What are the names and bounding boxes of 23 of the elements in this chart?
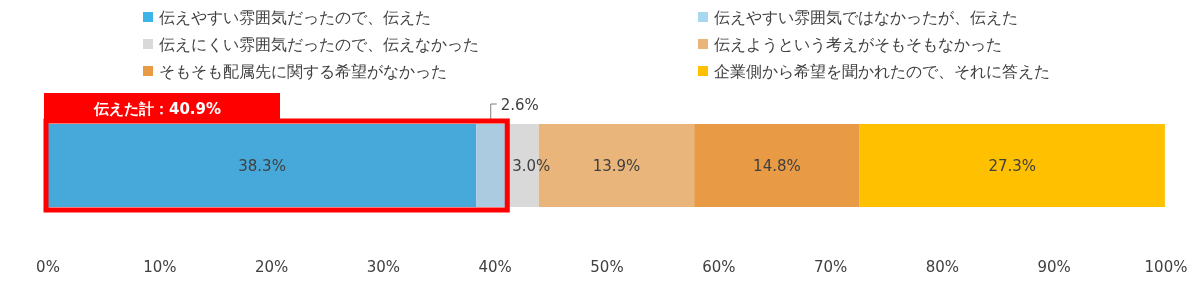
- x-tick-label: 30%: [366, 258, 401, 276]
- data-label: 27.3%: [988, 156, 1037, 175]
- x-tick-label: 80%: [925, 258, 960, 276]
- legend-label: 伝えやすい雰囲気ではなかったが、伝えた: [714, 8, 1018, 27]
- x-tick-label: 0%: [36, 258, 60, 276]
- x-tick-label: 70%: [813, 258, 848, 276]
- x-tick-label: 60%: [702, 258, 736, 276]
- legend-label: そもそも配属先に関する希望がなかった: [159, 62, 447, 81]
- band-label: 伝えた計：40.9%: [93, 100, 222, 118]
- x-tick-label: 50%: [590, 258, 624, 276]
- legend-label: 伝えにくい雰囲気だったので、伝えなかった: [159, 35, 479, 54]
- x-tick-label: 100%: [1144, 258, 1188, 276]
- x-tick-label: 10%: [143, 258, 177, 276]
- data-label: 2.6%: [500, 96, 539, 114]
- legend-label: 企業側から希望を聞かれたので、それに答えた: [714, 62, 1050, 81]
- x-tick-label: 90%: [1037, 258, 1071, 276]
- x-tick-label: 40%: [478, 258, 512, 276]
- legend-label: 伝えようという考えがそもそもなかった: [714, 35, 1002, 54]
- data-label: 14.8%: [753, 156, 801, 175]
- legend-label: 伝えやすい雰囲気だったので、伝えた: [159, 8, 431, 27]
- x-tick-label: 20%: [254, 258, 289, 276]
- data-label: 13.9%: [592, 156, 641, 175]
- data-label: 38.3%: [238, 156, 286, 175]
